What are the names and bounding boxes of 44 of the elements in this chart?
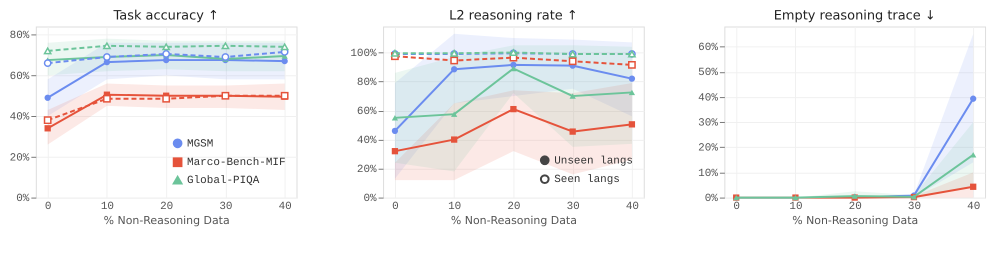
x-tick-label: 30 bbox=[219, 201, 232, 214]
legend-label: Marco-Bench-MIF bbox=[187, 157, 286, 170]
legend-label: Seen langs bbox=[554, 174, 620, 186]
legend-label: Global-PIQA bbox=[187, 175, 260, 188]
x-tick-label: 40 bbox=[967, 201, 980, 214]
chart-title: Empty reasoning trace ↓ bbox=[774, 8, 936, 24]
y-tick-label: 20% bbox=[10, 152, 30, 164]
y-tick-label: 30% bbox=[698, 118, 718, 130]
y-tick-label: 10% bbox=[698, 168, 718, 180]
x-axis-title: % Non-Reasoning Data bbox=[792, 214, 918, 227]
y-tick-label: 0% bbox=[363, 193, 378, 206]
legend-label: MGSM bbox=[187, 138, 214, 150]
x-tick-label: 30 bbox=[908, 201, 922, 214]
y-tick-label: 20% bbox=[698, 142, 718, 155]
y-tick-label: 100% bbox=[350, 48, 378, 60]
x-tick-label: 0 bbox=[392, 201, 399, 214]
y-tick-label: 20% bbox=[356, 164, 378, 176]
x-tick-label: 40 bbox=[278, 201, 292, 214]
x-axis-title: % Non-Reasoning Data bbox=[450, 214, 577, 227]
y-tick-label: 60% bbox=[10, 70, 30, 83]
y-tick-label: 60% bbox=[698, 42, 718, 54]
y-tick-label: 40% bbox=[698, 92, 718, 104]
x-tick-label: 20 bbox=[160, 201, 174, 214]
y-tick-label: 80% bbox=[356, 77, 378, 90]
y-tick-label: 40% bbox=[10, 112, 30, 124]
y-tick-label: 50% bbox=[698, 67, 718, 80]
y-tick-label: 0% bbox=[704, 193, 718, 206]
x-tick-label: 20 bbox=[507, 201, 520, 214]
y-tick-label: 0% bbox=[16, 193, 30, 206]
x-tick-label: 40 bbox=[626, 201, 639, 214]
x-axis-title: % Non-Reasoning Data bbox=[104, 214, 230, 227]
chart-title: L2 reasoning rate ↑ bbox=[449, 8, 578, 24]
y-tick-label: 80% bbox=[10, 30, 30, 42]
x-tick-label: 30 bbox=[566, 201, 580, 214]
x-tick-label: 10 bbox=[100, 201, 114, 214]
x-tick-label: 0 bbox=[44, 201, 52, 214]
x-tick-label: 0 bbox=[733, 201, 740, 214]
y-tick-label: 40% bbox=[356, 135, 378, 148]
legend-label: Unseen langs bbox=[554, 155, 633, 168]
x-tick-label: 20 bbox=[848, 201, 862, 214]
x-tick-label: 10 bbox=[448, 201, 462, 214]
x-tick-label: 10 bbox=[789, 201, 803, 214]
y-tick-label: 60% bbox=[356, 106, 378, 118]
chart-title: Task accuracy ↑ bbox=[112, 8, 219, 24]
